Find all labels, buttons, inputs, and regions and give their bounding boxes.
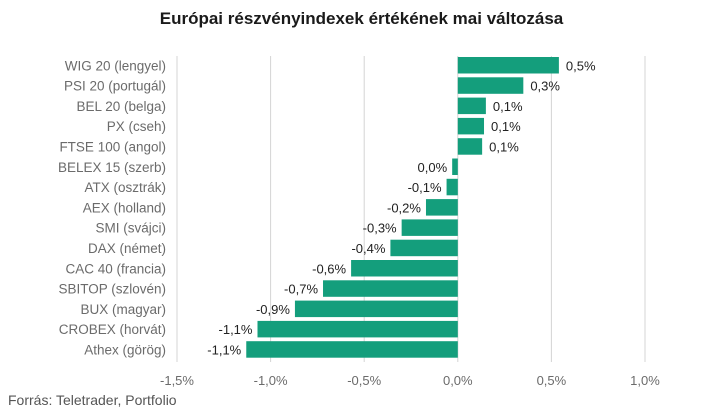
chart-source: Forrás: Teletrader, Portfolio — [8, 392, 177, 408]
category-label: PSI 20 (portugál) — [64, 79, 166, 94]
bar — [390, 239, 458, 257]
category-label: ATX (osztrák) — [84, 180, 166, 195]
bar — [457, 117, 485, 135]
category-label: BUX (magyar) — [80, 302, 166, 317]
data-label: 0,3% — [530, 79, 560, 94]
category-label: BEL 20 (belga) — [76, 99, 166, 114]
data-label: -0,9% — [256, 302, 290, 317]
data-label: 0,5% — [566, 58, 596, 73]
category-label: BELEX 15 (szerb) — [58, 160, 166, 175]
data-label: -0,1% — [408, 180, 442, 195]
bar — [446, 178, 458, 196]
bar — [351, 260, 458, 277]
bar — [401, 219, 458, 236]
x-tick-label: 0,5% — [537, 373, 567, 388]
data-label: 0,0% — [418, 160, 448, 175]
category-label: Athex (görög) — [84, 342, 166, 357]
bar — [425, 199, 458, 216]
x-tick-label: -0,5% — [347, 373, 381, 388]
bar — [457, 138, 483, 155]
category-label: FTSE 100 (angol) — [59, 139, 166, 154]
data-label: -0,6% — [312, 261, 346, 276]
data-label: -0,2% — [387, 200, 421, 215]
x-tick-label: 1,0% — [630, 373, 660, 388]
x-tick-label: -1,0% — [254, 373, 288, 388]
category-label: WIG 20 (lengyel) — [65, 58, 166, 73]
bar — [294, 300, 458, 318]
category-label: PX (cseh) — [107, 119, 166, 134]
category-label: SMI (svájci) — [96, 221, 167, 236]
chart-title: Európai részvényindexek értékének mai vá… — [159, 9, 564, 28]
category-label: AEX (holland) — [83, 200, 166, 215]
x-tick-label: 0,0% — [443, 373, 473, 388]
category-label: CAC 40 (francia) — [65, 261, 166, 276]
data-label: -1,1% — [219, 322, 253, 337]
category-label: DAX (német) — [88, 241, 166, 256]
bar — [457, 77, 524, 94]
x-tick-label: -1,5% — [160, 373, 194, 388]
data-label: -0,4% — [351, 241, 385, 256]
bar — [323, 280, 458, 297]
data-label: -0,7% — [284, 282, 318, 297]
data-label: -0,3% — [363, 221, 397, 236]
bar — [257, 320, 458, 338]
data-label: 0,1% — [489, 139, 519, 154]
data-label: 0,1% — [491, 119, 521, 134]
category-label: SBITOP (szlovén) — [58, 282, 166, 297]
bar — [452, 158, 458, 175]
bar — [246, 341, 458, 358]
bar — [457, 97, 486, 115]
data-label: -1,1% — [207, 342, 241, 357]
bar — [457, 57, 559, 74]
data-label: 0,1% — [493, 99, 523, 114]
category-label: CROBEX (horvát) — [59, 322, 166, 337]
